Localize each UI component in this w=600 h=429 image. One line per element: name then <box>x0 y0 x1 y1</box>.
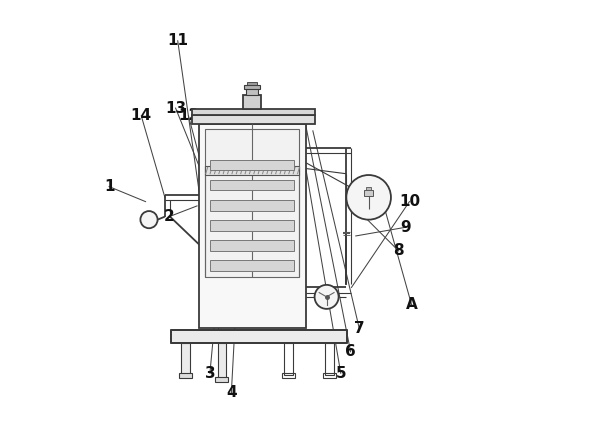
Text: 3: 3 <box>205 366 215 381</box>
Bar <box>364 190 373 196</box>
Text: 5: 5 <box>335 366 346 381</box>
Bar <box>199 124 307 328</box>
Text: 14: 14 <box>131 109 152 123</box>
Bar <box>210 220 293 231</box>
Text: 1: 1 <box>104 179 115 194</box>
Bar <box>210 160 293 170</box>
Bar <box>205 166 299 175</box>
Bar <box>367 187 371 190</box>
Bar <box>284 343 293 375</box>
Bar <box>210 240 293 251</box>
Bar <box>246 88 258 95</box>
Text: 2: 2 <box>164 209 175 224</box>
Bar <box>181 343 190 375</box>
Bar <box>215 377 229 382</box>
Circle shape <box>140 211 158 228</box>
Bar <box>323 373 336 378</box>
Text: 7: 7 <box>354 321 365 335</box>
Bar <box>282 373 295 378</box>
Bar <box>210 260 293 271</box>
Text: 6: 6 <box>345 344 356 359</box>
Bar <box>192 115 315 124</box>
Text: 8: 8 <box>394 244 404 258</box>
Bar <box>192 109 315 115</box>
Bar <box>172 330 347 343</box>
Circle shape <box>314 285 338 309</box>
Bar <box>244 95 260 109</box>
Bar <box>205 129 299 277</box>
Bar <box>244 85 260 89</box>
Bar <box>179 373 192 378</box>
Bar <box>325 343 334 375</box>
Text: 10: 10 <box>399 194 420 209</box>
Bar <box>218 343 226 378</box>
Text: 11: 11 <box>167 33 188 48</box>
Bar <box>247 82 257 85</box>
Text: 13: 13 <box>165 101 186 115</box>
Text: 9: 9 <box>400 220 410 235</box>
Text: A: A <box>406 297 418 312</box>
Bar <box>210 200 293 211</box>
Text: 4: 4 <box>226 385 236 400</box>
Circle shape <box>346 175 391 220</box>
Text: 12: 12 <box>178 109 199 123</box>
Bar <box>210 180 293 190</box>
